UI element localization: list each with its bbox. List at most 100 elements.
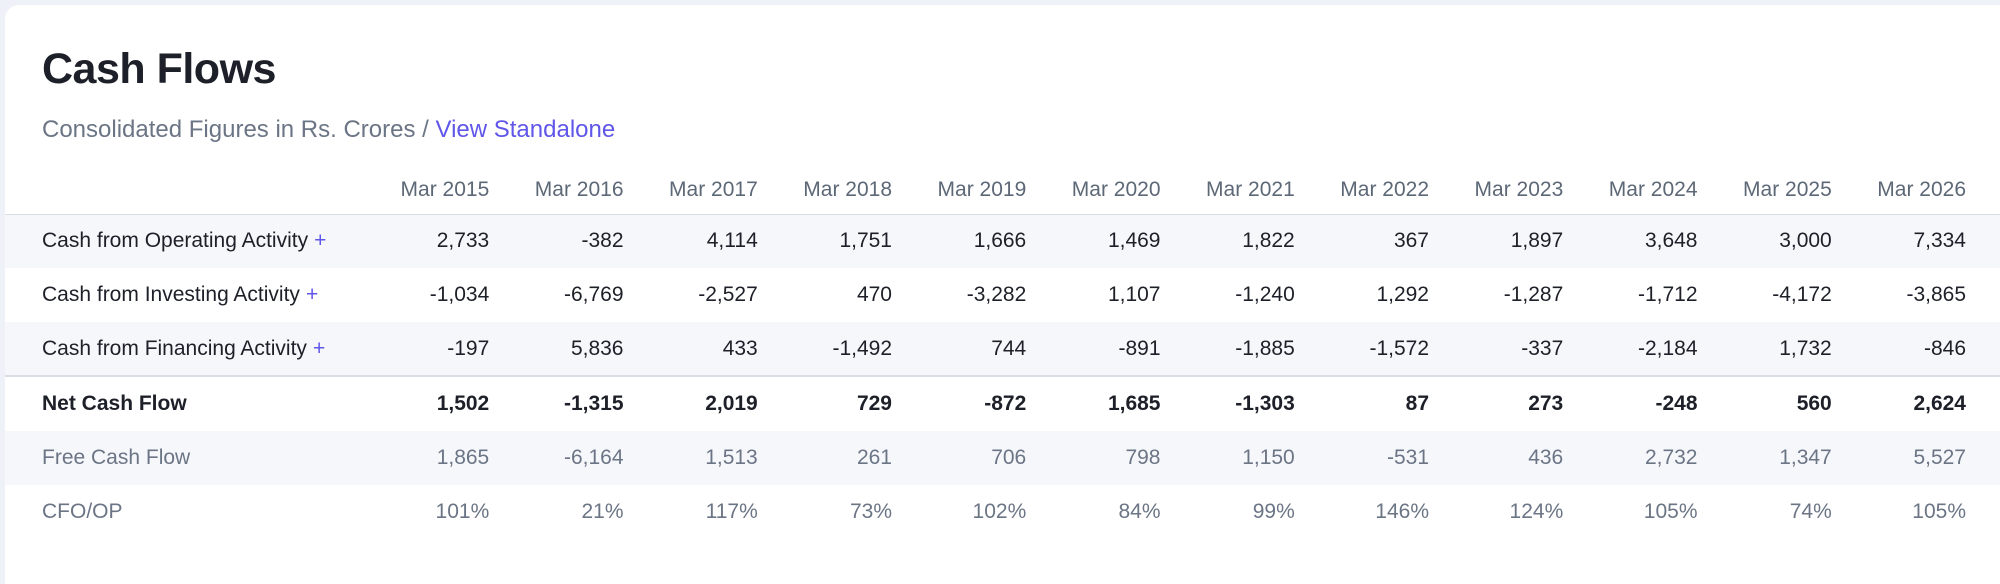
- row-label-cell: Net Cash Flow: [5, 375, 389, 431]
- value-cell: -1,240: [1235, 283, 1295, 306]
- value-cell: 3,648: [1597, 214, 1732, 268]
- value-cell: -1,287: [1503, 283, 1564, 306]
- value-cell: 1,347: [1731, 431, 1866, 485]
- row-label: Cash from Investing Activity: [42, 283, 300, 306]
- value-cell: 99%: [1252, 500, 1295, 523]
- header-label-cell: [5, 167, 389, 215]
- value-cell: -1,034: [429, 283, 490, 306]
- subtitle: Consolidated Figures in Rs. Crores / Vie…: [42, 116, 615, 144]
- value-cell: 105%: [1912, 500, 1966, 523]
- value-cell: -6,769: [563, 283, 624, 306]
- value-cell: 729: [791, 375, 926, 431]
- column-header: Mar 2021: [1194, 167, 1329, 215]
- row-label: Net Cash Flow: [42, 392, 187, 415]
- value-cell: 1,666: [926, 214, 1061, 268]
- row-cfo-op: CFO/OP 101% 21% 117% 73% 102% 84% 99% 146% 124% 10…: [5, 485, 2000, 539]
- column-header: Mar 2018: [791, 167, 926, 215]
- row-label-cell[interactable]: Cash from Investing Activity +: [5, 268, 389, 322]
- value-cell: 436: [1463, 431, 1598, 485]
- column-header: Mar 2025: [1731, 167, 1866, 215]
- expand-plus-icon[interactable]: +: [314, 229, 327, 253]
- value-cell: -1,303: [1194, 375, 1329, 431]
- column-header: Mar 2017: [657, 167, 792, 215]
- column-header: Mar 2020: [1060, 167, 1195, 215]
- value-cell: 117%: [705, 500, 758, 523]
- value-cell: 560: [1731, 375, 1866, 431]
- cash-flow-table: Mar 2015 Mar 2016 Mar 2017 Mar 2018 Mar …: [5, 167, 2000, 539]
- value-cell: -6,164: [523, 431, 658, 485]
- row-free-cash-flow: Free Cash Flow 1,865 -6,164 1,513 261 706 798 1…: [5, 431, 2000, 485]
- value-cell: 433: [657, 322, 792, 376]
- value-cell: 102%: [972, 500, 1027, 523]
- row-operating-activity[interactable]: Cash from Operating Activity +2,733 -382 4,…: [5, 214, 2000, 268]
- row-label-cell: CFO/OP: [5, 485, 389, 539]
- value-cell: 1,685: [1060, 375, 1195, 431]
- value-cell: 7,334: [1865, 214, 2000, 268]
- value-cell: 1,897: [1463, 214, 1598, 268]
- value-cell: 84%: [1118, 500, 1161, 523]
- value-cell: 744: [926, 322, 1061, 376]
- value-cell: -197: [389, 322, 524, 376]
- value-cell: 2,624: [1865, 375, 2000, 431]
- value-cell: 2,732: [1597, 431, 1732, 485]
- value-cell: -872: [926, 375, 1061, 431]
- value-cell: -1,492: [791, 322, 926, 376]
- value-cell: -891: [1060, 322, 1195, 376]
- row-financing-activity[interactable]: Cash from Financing Activity + -197 5,836 43…: [5, 322, 2000, 376]
- value-cell: 1,502: [389, 375, 524, 431]
- value-cell: -337: [1463, 322, 1598, 376]
- value-cell: -2,184: [1597, 322, 1732, 376]
- value-cell: 21%: [581, 500, 624, 523]
- column-header: Mar 2026: [1865, 167, 2000, 215]
- subtitle-text: Consolidated Figures in Rs. Crores /: [42, 116, 436, 143]
- value-cell: -3,865: [1906, 283, 1966, 306]
- value-cell: -2,527: [698, 283, 758, 306]
- value-cell: -4,172: [1772, 283, 1832, 306]
- value-cell: 74%: [1789, 500, 1832, 523]
- value-cell: 101%: [435, 500, 490, 523]
- value-cell: -3,282: [966, 283, 1027, 306]
- value-cell: 706: [926, 431, 1061, 485]
- value-cell: 124%: [1509, 500, 1564, 523]
- expand-plus-icon[interactable]: +: [312, 336, 326, 360]
- value-cell: 1,513: [657, 431, 792, 485]
- column-header: Mar 2019: [926, 167, 1061, 215]
- row-label-cell: Free Cash Flow: [5, 431, 389, 485]
- value-cell: 1,751: [791, 214, 926, 268]
- value-cell: 2,733: [389, 214, 524, 268]
- value-cell: 261: [791, 431, 926, 485]
- value-cell: 4,114: [657, 214, 792, 268]
- value-cell: -248: [1597, 375, 1732, 431]
- row-label: Free Cash Flow: [42, 446, 191, 469]
- value-cell: 3,000: [1731, 214, 1866, 268]
- value-cell: 1,732: [1731, 322, 1866, 376]
- value-cell: 5,527: [1865, 431, 2000, 485]
- expand-plus-icon[interactable]: +: [305, 283, 319, 306]
- value-cell: -1,712: [1637, 283, 1698, 306]
- view-standalone-link[interactable]: View Standalone: [435, 116, 616, 143]
- value-cell: -1,315: [523, 375, 658, 431]
- value-cell: 1,865: [389, 431, 524, 485]
- row-label: Cash from Operating Activity: [42, 229, 309, 253]
- row-label-cell[interactable]: Cash from Financing Activity +: [5, 322, 389, 376]
- value-cell: 105%: [1643, 500, 1698, 523]
- row-label: Cash from Financing Activity: [42, 336, 307, 360]
- value-cell: 1,150: [1194, 431, 1329, 485]
- value-cell: -531: [1328, 431, 1463, 485]
- row-investing-activity[interactable]: Cash from Investing Activity + -1,034 -6,76…: [5, 268, 2000, 322]
- value-cell: 73%: [849, 500, 892, 523]
- value-cell: 5,836: [523, 322, 658, 376]
- value-cell: -846: [1865, 322, 2000, 376]
- row-net-cash-flow: Net Cash Flow 1,502 -1,315 2,019 729 -872 1,68…: [5, 375, 2000, 431]
- value-cell: 367: [1328, 214, 1463, 268]
- value-cell: 2,019: [657, 375, 792, 431]
- page-title: Cash Flows: [42, 45, 276, 93]
- value-cell: 1,107: [1107, 283, 1161, 306]
- value-cell: 1,822: [1194, 214, 1329, 268]
- value-cell: -1,572: [1328, 322, 1463, 376]
- value-cell: -382: [523, 214, 658, 268]
- row-label-cell[interactable]: Cash from Operating Activity +: [5, 214, 389, 268]
- value-cell: 146%: [1375, 500, 1429, 523]
- row-label: CFO/OP: [42, 500, 123, 523]
- column-header: Mar 2023: [1463, 167, 1598, 215]
